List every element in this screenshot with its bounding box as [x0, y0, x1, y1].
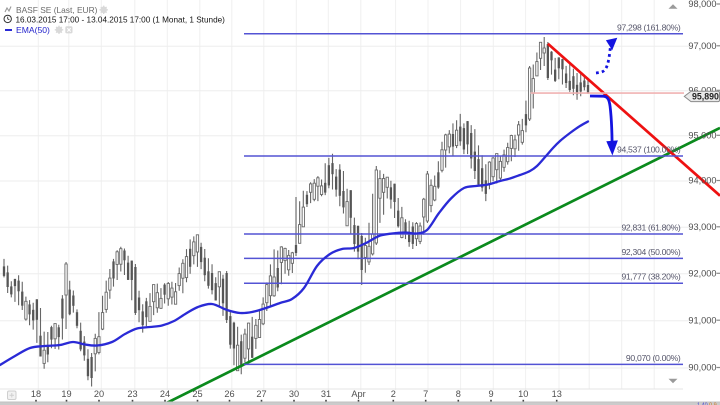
svg-text:91,777 (38.20%): 91,777 (38.20%) — [621, 272, 680, 282]
svg-text:19: 19 — [61, 389, 71, 399]
svg-text:90,000: 90,000 — [688, 363, 716, 373]
svg-text:95,890: 95,890 — [692, 92, 719, 102]
svg-text:92,000: 92,000 — [688, 269, 716, 279]
svg-text:20: 20 — [94, 389, 104, 399]
svg-text:94,000: 94,000 — [688, 176, 716, 186]
svg-text:31: 31 — [321, 389, 331, 399]
svg-text:2: 2 — [391, 389, 396, 399]
svg-text:1,40: 1,40 — [697, 403, 708, 405]
svg-text:25: 25 — [192, 389, 202, 399]
svg-text:92,831 (61.80%): 92,831 (61.80%) — [621, 223, 680, 233]
svg-text:13: 13 — [552, 389, 562, 399]
svg-text:18: 18 — [31, 389, 41, 399]
svg-text:Apr: Apr — [351, 389, 365, 399]
svg-text:94,537 (100.00%): 94,537 (100.00%) — [617, 145, 681, 155]
svg-text:8: 8 — [456, 389, 461, 399]
svg-text:24: 24 — [160, 389, 170, 399]
svg-text:27: 27 — [256, 389, 266, 399]
svg-text:7: 7 — [423, 389, 428, 399]
svg-text:EMA(50): EMA(50) — [16, 25, 50, 35]
svg-text:30: 30 — [289, 389, 299, 399]
svg-text:23: 23 — [127, 389, 137, 399]
svg-text:90,070 (0.00%): 90,070 (0.00%) — [626, 353, 681, 363]
svg-text:93,000: 93,000 — [688, 222, 716, 232]
svg-text:9: 9 — [488, 389, 493, 399]
svg-text:97,298 (161.80%): 97,298 (161.80%) — [617, 22, 681, 32]
svg-text:95,000: 95,000 — [688, 131, 716, 141]
svg-text:10: 10 — [518, 389, 528, 399]
svg-text:91,000: 91,000 — [688, 315, 716, 325]
svg-text:BASF SE (Last, EUR): BASF SE (Last, EUR) — [16, 5, 98, 15]
svg-text:97,000: 97,000 — [688, 41, 716, 51]
svg-text:96,000: 96,000 — [688, 86, 716, 96]
svg-text:0,9: 0,9 — [709, 403, 717, 405]
svg-text:92,304 (50.00%): 92,304 (50.00%) — [621, 247, 680, 257]
svg-text:16.03.2015 17:00 - 13.04.2015: 16.03.2015 17:00 - 13.04.2015 17:00 (1 M… — [16, 15, 226, 24]
svg-text:26: 26 — [224, 389, 234, 399]
svg-text:98,000: 98,000 — [688, 0, 716, 9]
